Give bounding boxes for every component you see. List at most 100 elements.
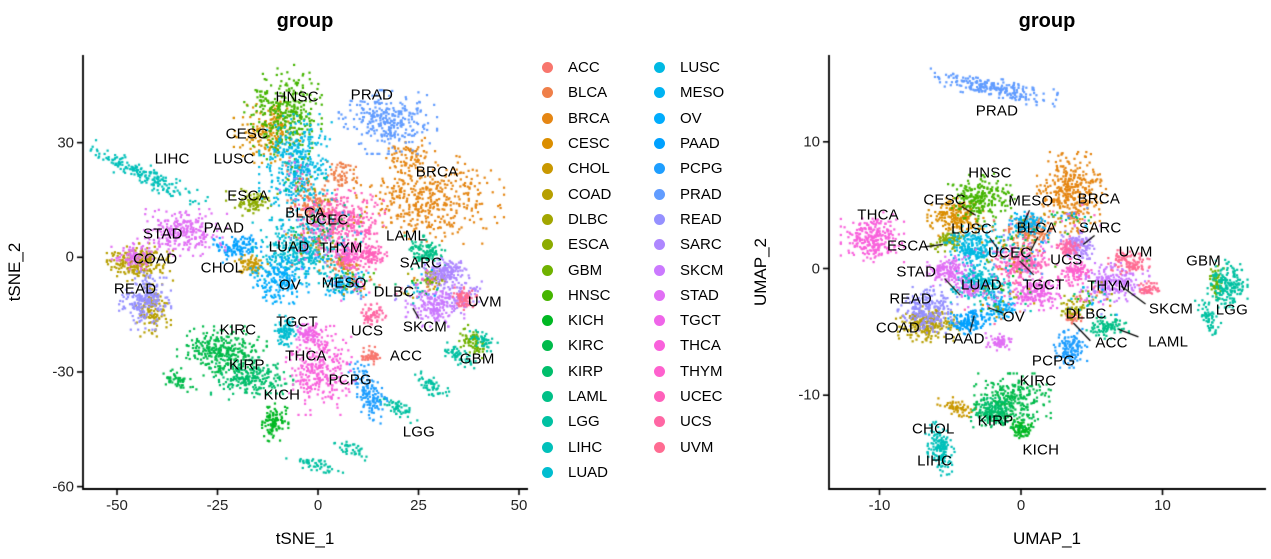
cluster-label-umap-brca: BRCA [1077, 190, 1121, 208]
legend-label: UCEC [680, 388, 723, 405]
cluster-label-tsne-gbm: GBM [459, 350, 495, 368]
legend-label: BRCA [568, 109, 610, 127]
x-tick-label-tsne-2: 0 [313, 497, 323, 514]
legend-swatch-icon [542, 62, 553, 74]
legend-item-kirc: KIRC [537, 333, 649, 358]
legend-column-1: ACC BLCA BRCA CESC CHOL COAD DLBC ESCA GBM HNSC KI… [537, 55, 649, 485]
y-axis-title-tsne: tSNE_2 [5, 242, 24, 302]
legend-label: BLCA [568, 84, 608, 102]
legend-swatch-icon [542, 340, 553, 352]
legend-label: HNSC [568, 286, 611, 304]
cluster-label-tsne-acc: ACC [389, 347, 423, 365]
legend-swatch-icon [542, 239, 553, 251]
cluster-label-umap-kirc: KIRC [1019, 372, 1057, 390]
legend-swatch-icon [654, 87, 665, 99]
legend-item-paad: PAAD [649, 131, 761, 156]
legend-item-kich: KICH [537, 308, 649, 333]
panel-title-umap: group [1018, 10, 1076, 32]
legend-item-ucs: UCS [649, 409, 761, 434]
cluster-label-tsne-chol: CHOL [200, 259, 244, 277]
legend-label: KIRC [568, 337, 604, 355]
cluster-label-umap-stad: STAD [896, 263, 937, 281]
cluster-label-umap-meso: MESO [1008, 192, 1054, 210]
cluster-label-tsne-luad: LUAD [268, 238, 310, 256]
legend-item-thym: THYM [649, 359, 761, 384]
legend-label: LIHC [568, 438, 603, 456]
cluster-label-tsne-thca: THCA [285, 347, 327, 365]
cluster-label-umap-dlbc: DLBC [1065, 305, 1107, 323]
legend-item-lihc: LIHC [537, 434, 649, 459]
cluster-label-tsne-stad: STAD [142, 225, 183, 243]
cluster-label-tsne-read: READ [113, 280, 157, 298]
cluster-label-umap-paad: PAAD [944, 330, 985, 348]
legend-item-gbm: GBM [537, 257, 649, 282]
legend-swatch-icon [654, 62, 665, 74]
x-axis-title-tsne: tSNE_1 [275, 529, 335, 548]
cluster-label-umap-chol: CHOL [912, 420, 955, 438]
legend-item-uvm: UVM [649, 434, 761, 459]
cluster-label-tsne-pcpg: PCPG [328, 371, 372, 389]
y-tick-label-umap-1: 0 [811, 260, 820, 277]
x-tick-label-tsne-3: 25 [410, 497, 427, 514]
legend-label: OV [680, 109, 702, 127]
legend-item-tgct: TGCT [649, 308, 761, 333]
cluster-label-tsne-esca: ESCA [227, 187, 269, 205]
legend-item-pcpg: PCPG [649, 156, 761, 181]
cluster-label-umap-luad: LUAD [960, 276, 1002, 294]
y-tick-label-tsne-1: 0 [65, 248, 74, 266]
cluster-label-tsne-dlbc: DLBC [373, 283, 415, 301]
legend-label: PRAD [680, 185, 722, 203]
legend-swatch-icon [542, 188, 553, 200]
cluster-label-tsne-paad: PAAD [203, 219, 245, 237]
cluster-label-tsne-tgct: TGCT [276, 313, 318, 330]
legend-label: THYM [680, 362, 723, 380]
cluster-label-umap-sarc: SARC [1078, 219, 1122, 237]
legend-swatch-icon [654, 441, 665, 453]
cluster-label-umap-ucec: UCEC [988, 244, 1032, 262]
legend-label: ESCA [568, 236, 609, 254]
cluster-label-tsne-sarc: SARC [399, 254, 443, 272]
legend-label: KICH [568, 312, 604, 330]
legend-swatch-icon [542, 441, 553, 453]
legend-item-cesc: CESC [537, 131, 649, 156]
y-tick-label-tsne-2: -30 [52, 363, 74, 381]
legend-label: STAD [680, 286, 719, 304]
legend-label: TGCT [680, 312, 721, 330]
cluster-label-umap-skcm: SKCM [1148, 300, 1194, 318]
legend-item-dlbc: DLBC [537, 207, 649, 232]
legend-swatch-icon [654, 391, 665, 402]
cluster-label-tsne-ucs: UCS [350, 322, 384, 340]
legend-item-brca: BRCA [537, 106, 649, 131]
legend-label: GBM [568, 261, 603, 279]
x-tick-label-umap-0: -10 [868, 497, 891, 514]
cluster-label-umap-thca: THCA [857, 206, 899, 224]
legend-item-laml: LAML [537, 384, 649, 409]
cluster-label-tsne-thym: THYM [319, 239, 363, 257]
cluster-label-umap-esca: ESCA [886, 237, 929, 255]
cluster-label-umap-hnsc: HNSC [968, 164, 1012, 182]
cluster-label-umap-lihc: LIHC [917, 452, 953, 470]
legend-swatch-icon [654, 138, 665, 150]
legend-column-2: LUSC MESO OV PAAD PCPG PRAD READ SARC SKCM STAD TG… [649, 55, 761, 485]
legend-label: UCS [680, 413, 712, 431]
x-tick-label-tsne-1: -25 [206, 497, 229, 514]
legend-item-lusc: LUSC [649, 55, 761, 80]
cluster-label-tsne-coad: COAD [133, 250, 178, 268]
legend-item-luad: LUAD [537, 460, 649, 485]
legend-item-coad: COAD [537, 181, 649, 206]
legend-label: THCA [680, 337, 721, 355]
legend-item-kirp: KIRP [537, 359, 649, 384]
x-tick-label-tsne-0: -50 [106, 497, 128, 514]
x-tick-label-umap-2: 10 [1154, 497, 1171, 514]
legend-swatch-icon [542, 213, 553, 225]
legend-swatch-icon [654, 239, 665, 251]
legend-swatch-icon [542, 112, 553, 124]
cluster-label-tsne-kirp: KIRP [228, 356, 265, 374]
cluster-label-umap-acc: ACC [1095, 334, 1128, 352]
legend-swatch-icon [654, 264, 665, 276]
cluster-label-umap-laml: LAML [1148, 333, 1189, 351]
cluster-label-tsne-kich: KICH [263, 386, 301, 403]
legend-label: LGG [568, 413, 600, 431]
cluster-label-umap-lusc: LUSC [951, 220, 992, 238]
